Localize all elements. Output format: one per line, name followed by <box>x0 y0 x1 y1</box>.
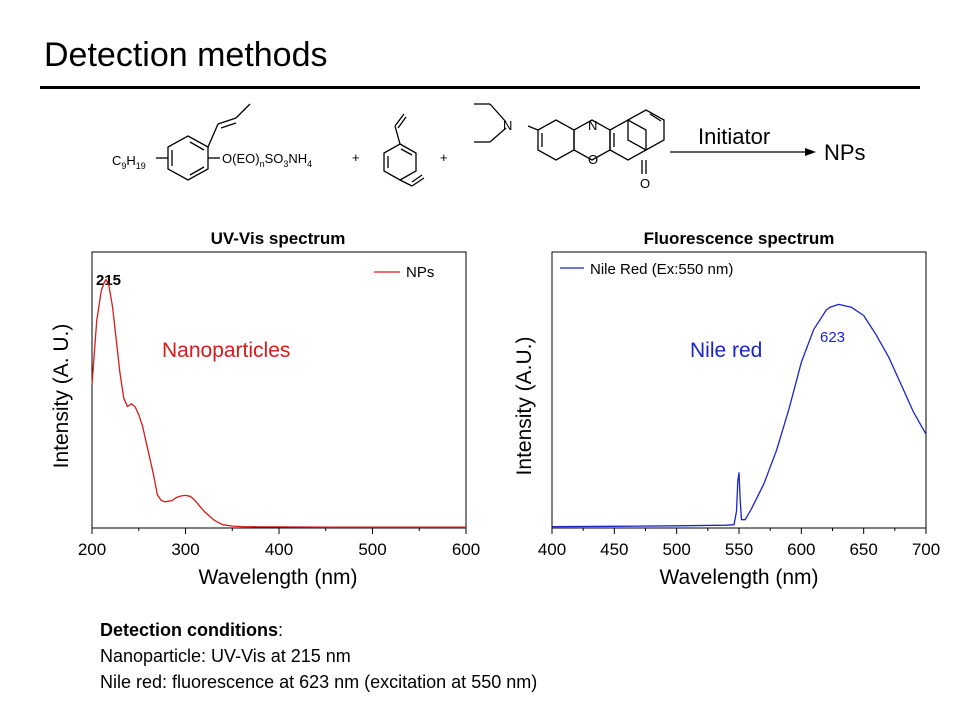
fl-x-tick-label: 700 <box>912 540 940 559</box>
fl-x-tick-label: 550 <box>725 540 753 559</box>
uv-x-tick-label: 400 <box>265 540 293 559</box>
product-label: NPs <box>824 140 866 165</box>
fl-x-tick-label: 650 <box>849 540 877 559</box>
uv-x-axis-label: Wavelength (nm) <box>198 566 357 589</box>
conditions-line-1: Nanoparticle: UV-Vis at 215 nm <box>100 646 351 666</box>
plus-sign-1: + <box>352 150 360 165</box>
dye-amine-n: N <box>503 118 512 133</box>
fl-x-tick-label: 600 <box>787 540 815 559</box>
uv-x-tick-label: 500 <box>358 540 386 559</box>
conditions-heading-colon: : <box>278 620 284 640</box>
conditions-heading: Detection conditions <box>100 620 279 640</box>
detection-conditions: Detection conditions: Nanoparticle: UV-V… <box>100 617 537 695</box>
conditions-heading-line: Detection conditions: <box>100 617 537 643</box>
dye-ring-o: O <box>588 152 598 167</box>
dye-ring-d <box>627 109 665 151</box>
plus-sign-2: + <box>440 150 448 165</box>
fl-x-axis-label: Wavelength (nm) <box>659 566 818 589</box>
uv-chart-title: UV-Vis spectrum <box>211 229 346 248</box>
uv-peak-label: 215 <box>96 272 121 289</box>
conditions-line-2: Nile red: fluorescence at 623 nm (excita… <box>100 672 538 692</box>
reaction-arrow-head <box>805 148 816 156</box>
uv-x-tick-label: 200 <box>78 540 106 559</box>
fl-x-tick-label: 450 <box>600 540 628 559</box>
slide-title: Detection methods <box>44 36 328 74</box>
uv-series-line <box>91 278 466 528</box>
fl-x-tick-label: 500 <box>662 540 690 559</box>
fl-chart-title: Fluorescence spectrum <box>644 229 835 248</box>
c9h19-label: C9H19 <box>112 153 146 171</box>
dye-carbonyl-o: O <box>640 176 650 191</box>
uv-x-tick-label: 600 <box>452 540 480 559</box>
title-underline <box>40 86 920 89</box>
uv-legend-label: NPs <box>406 264 434 281</box>
fl-legend-label: Nile Red (Ex:550 nm) <box>590 261 733 278</box>
fl-series-annotation: Nile red <box>690 339 762 362</box>
fl-x-tick-label: 400 <box>538 540 566 559</box>
uv-y-axis-label: Intensity (A. U.) <box>50 324 73 469</box>
uv-series-annotation: Nanoparticles <box>162 339 290 362</box>
fl-y-axis-label: Intensity (A.U.) <box>513 337 536 476</box>
reaction-scheme: C9H19 O(EO)nSO3NH4 + + N N O O Initiator… <box>112 103 866 191</box>
dye-ring-n: N <box>588 118 597 133</box>
surfactant-label: O(EO)nSO3NH4 <box>222 151 312 169</box>
fl-series-line <box>551 303 927 528</box>
fl-peak-label: 623 <box>820 329 845 346</box>
initiator-label: Initiator <box>698 124 770 149</box>
uv-x-tick-label: 300 <box>171 540 199 559</box>
